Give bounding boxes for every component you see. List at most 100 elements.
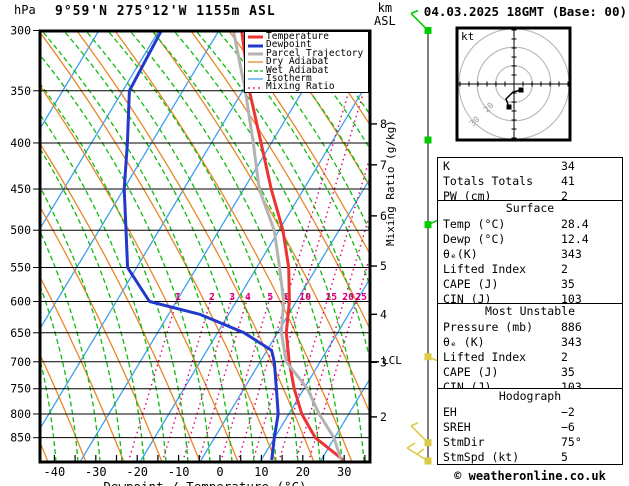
legend: Temperature Dewpoint Parcel Trajectory Dry … bbox=[244, 31, 369, 93]
table-row: StmSpd (kt) 5 bbox=[438, 449, 622, 464]
svg-text:-30: -30 bbox=[85, 465, 107, 479]
row-value: 343 bbox=[561, 334, 582, 349]
row-label: EH bbox=[443, 404, 457, 419]
row-value: 28.4 bbox=[561, 216, 589, 231]
row-value: 75° bbox=[561, 434, 582, 449]
table-row: K 34 bbox=[438, 158, 622, 173]
row-label: StmSpd (kt) bbox=[443, 449, 520, 464]
svg-text:1: 1 bbox=[175, 292, 181, 303]
svg-text:0: 0 bbox=[216, 465, 223, 479]
row-label: Pressure (mb) bbox=[443, 319, 534, 334]
row-label: θₑ(K) bbox=[443, 246, 478, 261]
legend-label: Dry Adiabat bbox=[266, 56, 329, 68]
legend-label: Parcel Trajectory bbox=[266, 47, 364, 59]
row-label: PW (cm) bbox=[443, 188, 492, 203]
legend-item: Mixing Ratio bbox=[248, 81, 368, 93]
altitude-unit-km: km bbox=[377, 1, 393, 15]
altitude-axis-unit: km ASL bbox=[374, 2, 396, 28]
datetime-label: 04.03.2025 18GMT (Base: 00) bbox=[423, 4, 627, 19]
svg-text:-10: -10 bbox=[168, 465, 190, 479]
svg-text:600: 600 bbox=[10, 294, 31, 308]
row-label: CIN (J) bbox=[443, 291, 492, 306]
wind-barb bbox=[410, 421, 432, 447]
row-value: 12.4 bbox=[561, 231, 589, 246]
x-axis-title: Dewpoint / Temperature (°C) bbox=[103, 479, 306, 486]
svg-text:3: 3 bbox=[380, 355, 387, 369]
curve-dewpoint bbox=[122, 31, 280, 461]
svg-text:4: 4 bbox=[380, 307, 387, 321]
altitude-unit-asl: ASL bbox=[374, 14, 396, 28]
svg-text:800: 800 bbox=[10, 407, 31, 421]
curve-parcel_trajectory bbox=[231, 31, 343, 461]
lcl-label: LCL bbox=[382, 354, 402, 367]
table-row: Lifted Index 2 bbox=[438, 261, 622, 276]
row-label: Dewp (°C) bbox=[443, 231, 506, 246]
row-value: 5 bbox=[561, 449, 568, 464]
svg-text:350: 350 bbox=[10, 84, 31, 98]
legend-item: Isotherm bbox=[248, 72, 368, 84]
svg-text:700: 700 bbox=[10, 355, 31, 369]
legend-item: Parcel Trajectory bbox=[248, 47, 368, 59]
svg-text:550: 550 bbox=[10, 260, 31, 274]
row-label: K bbox=[443, 158, 450, 173]
legend-label: Temperature bbox=[266, 31, 329, 42]
table-row: Pressure (mb) 886 bbox=[438, 319, 622, 334]
legend-item: Dry Adiabat bbox=[248, 56, 368, 68]
table-row: CAPE (J) 35 bbox=[438, 364, 622, 379]
wind-barb bbox=[424, 136, 432, 144]
svg-text:30: 30 bbox=[337, 465, 351, 479]
svg-text:8: 8 bbox=[284, 292, 290, 303]
row-label: CAPE (J) bbox=[443, 276, 499, 291]
svg-text:400: 400 bbox=[10, 136, 31, 150]
table-row: CIN (J) 103 bbox=[438, 291, 622, 306]
svg-text:750: 750 bbox=[10, 382, 31, 396]
svg-text:-20: -20 bbox=[126, 465, 148, 479]
svg-text:25: 25 bbox=[355, 292, 367, 303]
row-value: 886 bbox=[561, 319, 582, 334]
row-label: Lifted Index bbox=[443, 349, 527, 364]
svg-text:450: 450 bbox=[10, 182, 31, 196]
row-label: StmDir bbox=[443, 434, 485, 449]
table-row: Lifted Index 2 bbox=[438, 349, 622, 364]
table-row: Totals Totals 41 bbox=[438, 173, 622, 188]
mixing-ratio-labels: 1 2 3 4 5 8 10 15 20 25 bbox=[175, 292, 367, 303]
chart-border bbox=[38, 29, 372, 464]
row-value: 35 bbox=[561, 364, 575, 379]
legend-label: Wet Adiabat bbox=[266, 64, 329, 76]
legend-label: Mixing Ratio bbox=[266, 81, 335, 93]
copyright: © weatheronline.co.uk bbox=[454, 469, 606, 483]
row-value: 2 bbox=[561, 188, 568, 203]
svg-text:4: 4 bbox=[245, 292, 251, 303]
table-row: Temp (°C) 28.4 bbox=[438, 216, 622, 231]
svg-text:20: 20 bbox=[296, 465, 310, 479]
svg-text:300: 300 bbox=[10, 23, 31, 37]
table-most-unstable: Most Unstable Pressure (mb) 886 θₑ (K) 343 Li… bbox=[437, 303, 623, 395]
legend-item: Wet Adiabat bbox=[248, 64, 368, 76]
row-label: CAPE (J) bbox=[443, 364, 499, 379]
mixing-ratio-axis-label: Mixing Ratio (g/kg) bbox=[384, 120, 397, 246]
temperature-axis: -40 -30 -20 -10 0 10 20 30 Dewpoint / Temperatur… bbox=[44, 455, 366, 486]
row-value: 2 bbox=[561, 261, 568, 276]
table-row: SREH −6 bbox=[438, 419, 622, 434]
row-label: Totals Totals bbox=[443, 173, 534, 188]
table-row: PW (cm) 2 bbox=[438, 188, 622, 203]
table-header: Most Unstable bbox=[484, 304, 575, 318]
svg-text:20: 20 bbox=[482, 101, 496, 115]
row-label: Temp (°C) bbox=[443, 216, 506, 231]
svg-text:500: 500 bbox=[10, 223, 31, 237]
svg-text:5: 5 bbox=[380, 259, 387, 273]
legend-label: Isotherm bbox=[266, 72, 312, 84]
row-value: 34 bbox=[561, 158, 575, 173]
pressure-axis-unit: hPa bbox=[14, 3, 36, 17]
svg-text:850: 850 bbox=[10, 431, 31, 445]
table-row: EH −2 bbox=[438, 404, 622, 419]
row-value: −6 bbox=[561, 419, 575, 434]
table-header: Surface bbox=[505, 201, 555, 215]
table-row: θₑ (K) 343 bbox=[438, 334, 622, 349]
row-label: SREH bbox=[443, 419, 471, 434]
svg-text:10: 10 bbox=[254, 465, 268, 479]
svg-text:3: 3 bbox=[229, 292, 235, 303]
wind-barb bbox=[410, 9, 432, 34]
svg-text:7: 7 bbox=[380, 158, 387, 172]
